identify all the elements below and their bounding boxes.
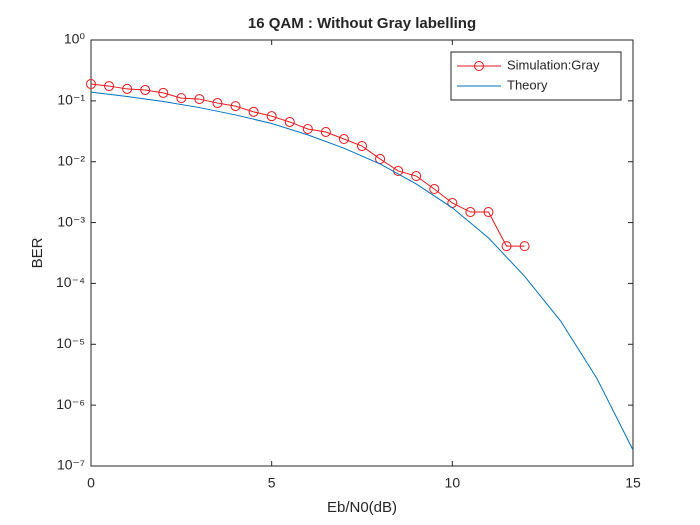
x-tick-label: 0: [87, 475, 95, 491]
y-tick-label: 10⁰: [64, 31, 86, 47]
y-axis-label: BER: [29, 237, 46, 268]
y-tick-label: 10⁻⁷: [57, 457, 85, 473]
data-point: [86, 79, 96, 90]
y-tick-label: 10⁻⁵: [56, 335, 85, 351]
y-tick-label: 10⁻²: [57, 152, 85, 168]
y-tick-label: 10⁻³: [57, 213, 85, 229]
data-point: [338, 134, 349, 145]
data-point: [320, 126, 331, 137]
legend-label: Simulation:Gray: [507, 57, 600, 72]
data-point: [357, 141, 367, 152]
data-point: [483, 207, 494, 218]
series-line: [90, 83, 525, 247]
legend-box: [450, 51, 622, 101]
x-tick-label: 5: [268, 475, 276, 491]
data-point: [429, 184, 440, 195]
data-point: [519, 241, 530, 252]
data-point: [140, 84, 151, 95]
data-point: [230, 101, 241, 112]
data-point: [465, 207, 476, 218]
data-point: [176, 93, 187, 104]
y-tick-label: 10⁻⁶: [56, 396, 85, 412]
data-point: [284, 116, 295, 127]
x-tick-label: 10: [445, 475, 461, 491]
chart-title: 16 QAM : Without Gray labelling: [248, 15, 476, 32]
x-tick-label: 15: [625, 475, 641, 491]
data-point: [212, 98, 223, 109]
data-point: [122, 83, 133, 94]
data-point: [501, 241, 512, 252]
legend-marker: [474, 61, 484, 71]
data-point: [302, 123, 313, 134]
data-point: [194, 94, 205, 105]
data-point: [266, 111, 277, 122]
plot-area: [90, 39, 634, 467]
y-tick-label: 10⁻¹: [57, 92, 85, 108]
data-point: [104, 81, 115, 92]
data-point: [158, 87, 169, 98]
legend-label: Theory: [507, 77, 548, 92]
y-tick-label: 10⁻⁴: [56, 274, 85, 290]
data-point: [248, 106, 259, 117]
series-line: [90, 91, 634, 451]
data-point: [411, 171, 422, 182]
x-axis-label: Eb/N0(dB): [327, 499, 397, 516]
